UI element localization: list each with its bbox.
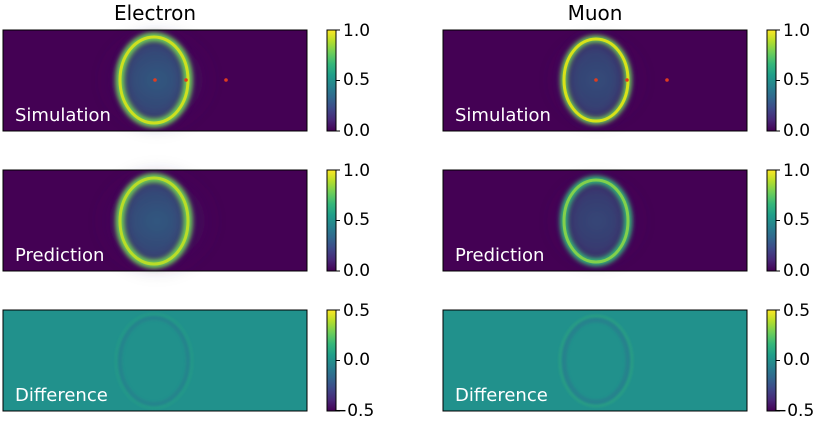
ring-muon-diff <box>561 317 631 405</box>
colorbars <box>326 29 780 412</box>
cbar-tick-label: 0.0 <box>783 121 811 141</box>
label-muon-simulation: Simulation <box>455 105 551 126</box>
cbar-tick-label: 1.0 <box>783 21 811 41</box>
label-muon-prediction: Prediction <box>455 245 545 266</box>
cbar-tick-label: 1.0 <box>343 21 371 41</box>
panel-muon-difference <box>442 309 748 412</box>
colorbar-muon-prediction <box>766 169 780 272</box>
colorbar-electron-simulation <box>326 29 340 132</box>
cbar-tick-label: 0.5 <box>343 70 371 90</box>
cbar-tick-label: 0.5 <box>783 70 811 90</box>
cbar-tick-label: −0.5 <box>333 401 375 421</box>
label-electron-prediction: Prediction <box>15 245 105 266</box>
cbar-tick-label: 1.0 <box>343 161 371 181</box>
cbar-tick-label: 0.5 <box>343 210 371 230</box>
panel-electron-difference <box>2 309 308 412</box>
title-electron: Electron <box>113 1 197 25</box>
marker-point <box>665 78 669 82</box>
cbar-tick-label: 0.5 <box>783 210 811 230</box>
colorbar-electron-prediction <box>326 169 340 272</box>
panel-electron-simulation <box>2 24 308 136</box>
marker-point <box>625 78 629 82</box>
ring-electron-diff <box>118 316 190 406</box>
cbar-tick-label: 0.0 <box>783 261 811 281</box>
label-electron-difference: Difference <box>15 385 108 406</box>
colorbar-muon-simulation <box>766 29 780 132</box>
marker-point <box>184 78 188 82</box>
cbar-tick-label: 0.0 <box>343 350 371 370</box>
marker-point <box>153 78 157 82</box>
cbar-tick-label: 0.0 <box>783 350 811 370</box>
panel-muon-simulation <box>442 28 748 132</box>
cbar-tick-label: 0.5 <box>783 301 811 321</box>
cbar-tick-label: 0.5 <box>343 301 371 321</box>
label-muon-difference: Difference <box>455 385 548 406</box>
colorbar-electron-difference <box>326 309 340 412</box>
cbar-tick-label: 0.0 <box>343 261 371 281</box>
label-electron-simulation: Simulation <box>15 105 111 126</box>
cbar-tick-label: 1.0 <box>783 161 811 181</box>
panel-muon-prediction <box>442 169 748 273</box>
cbar-tick-label: 0.0 <box>343 121 371 141</box>
panel-electron-prediction <box>2 163 308 279</box>
title-muon: Muon <box>567 1 623 25</box>
colorbar-muon-difference <box>766 309 780 412</box>
cbar-tick-label: −0.5 <box>773 401 815 421</box>
marker-point <box>594 78 598 82</box>
marker-point <box>224 78 228 82</box>
